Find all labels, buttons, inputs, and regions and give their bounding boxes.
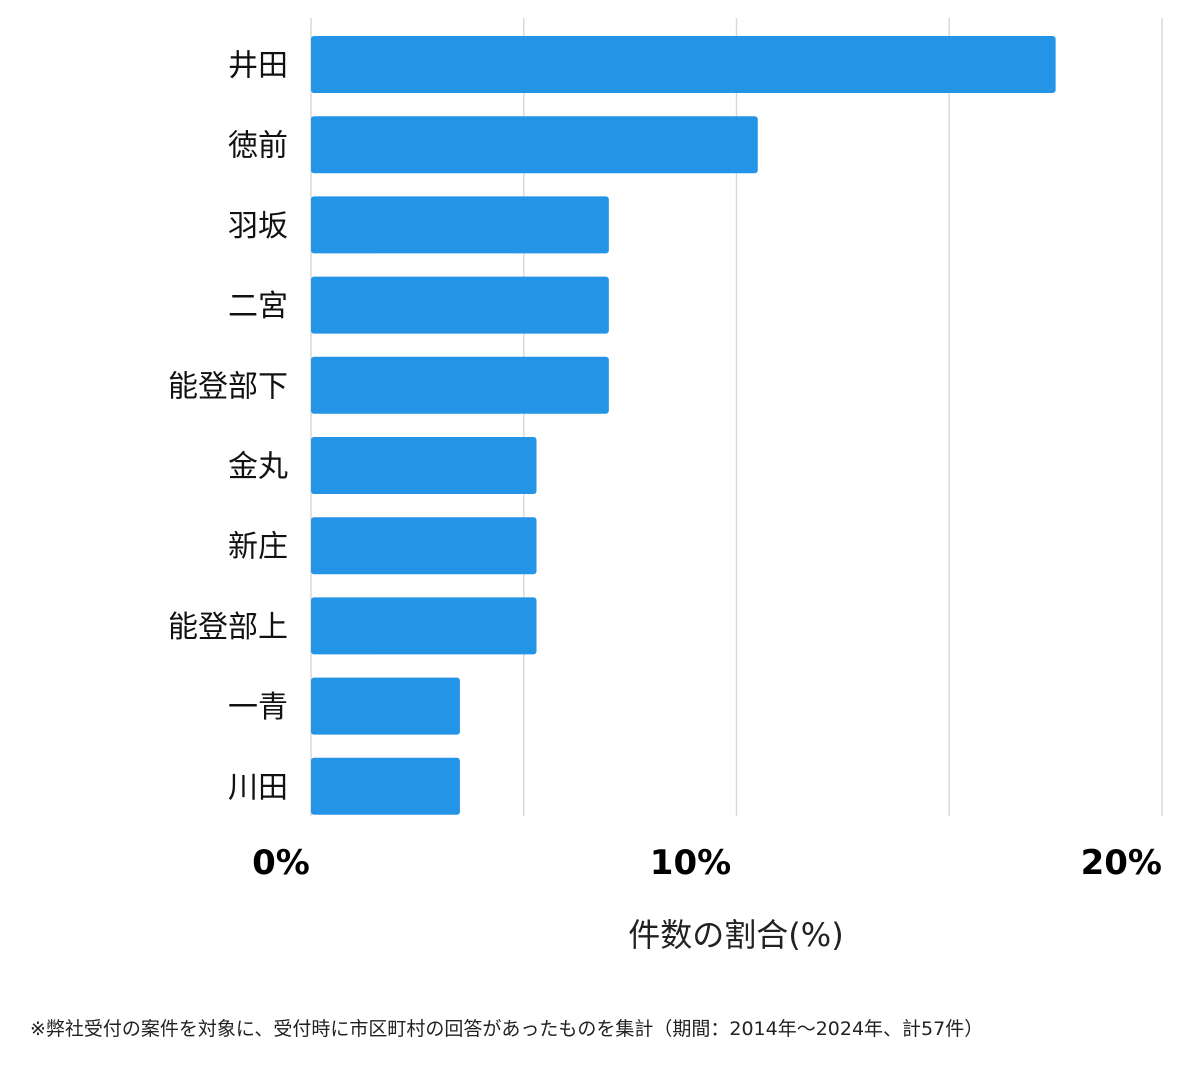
category-label-6: 新庄 [228,530,288,565]
category-label-5: 金丸 [228,450,288,485]
bar-5 [311,437,537,494]
bar-7 [311,597,537,655]
bar-9 [311,757,460,815]
x-tick-label-2: 20% [1081,843,1162,883]
bar-8 [311,677,460,735]
category-label-0: 井田 [228,49,288,84]
x-tick-labels: 0% 10% 20% [252,843,1162,883]
bar-4 [311,356,609,414]
bar-2 [311,196,609,254]
x-axis-title: 件数の割合(%) [628,916,843,954]
footnote: ※弊社受付の案件を対象に、受付時に市区町村の回答があったものを集計（期間：201… [30,1018,984,1040]
x-tick-label-0: 0% [252,843,310,883]
bars [311,36,1056,815]
category-label-1: 徳前 [228,129,288,164]
x-tick-label-1: 10% [650,843,731,883]
category-label-9: 川田 [228,770,288,805]
bar-6 [311,517,537,575]
category-label-4: 能登部下 [168,369,288,404]
bar-1 [311,116,758,174]
category-label-2: 羽坂 [228,209,288,244]
category-label-8: 一青 [228,690,288,725]
category-label-7: 能登部上 [168,610,288,645]
bar-3 [311,276,609,334]
bar-0 [311,36,1056,93]
category-label-3: 二宮 [228,289,288,324]
